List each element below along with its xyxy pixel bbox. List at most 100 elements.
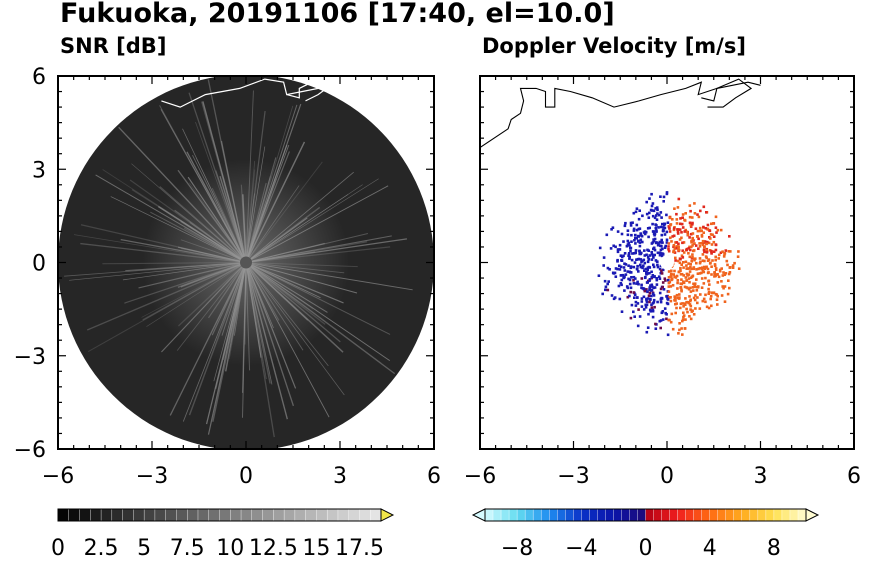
doppler-echo-cell xyxy=(669,236,672,240)
doppler-echo-cell xyxy=(646,326,650,329)
doppler-echo-cell xyxy=(633,296,636,299)
doppler-echo-cell xyxy=(667,249,671,253)
doppler-echo-cell xyxy=(677,197,681,201)
doppler-echo-cell xyxy=(661,252,665,255)
doppler-panel-title: Doppler Velocity [m/s] xyxy=(482,34,746,58)
doppler-echo-cell xyxy=(642,258,646,262)
doppler-echo-cell xyxy=(710,304,713,308)
doppler-echo-cell xyxy=(614,267,618,270)
doppler-echo-cell xyxy=(667,290,671,293)
doppler-echo-cell xyxy=(668,280,672,284)
colorbar-cell xyxy=(741,508,751,522)
doppler-echo-cell xyxy=(691,236,694,240)
doppler-echo-cell xyxy=(696,213,699,216)
doppler-echo-cell xyxy=(668,216,672,220)
doppler-echo-cell xyxy=(652,298,656,302)
doppler-echo-cell xyxy=(675,241,679,244)
doppler-echo-cell xyxy=(669,299,673,303)
doppler-echo-cell xyxy=(648,197,651,200)
doppler-echo-cell xyxy=(629,290,632,294)
doppler-echo-cell xyxy=(707,279,710,283)
doppler-echo-cell xyxy=(680,254,684,257)
doppler-echo-cell xyxy=(659,195,662,198)
doppler-echo-cell xyxy=(606,282,609,286)
doppler-echo-cell xyxy=(696,272,700,275)
doppler-echo-cell xyxy=(718,269,722,273)
doppler-echo-cell xyxy=(696,229,700,233)
doppler-echo-cell xyxy=(669,274,673,278)
doppler-echo-cell xyxy=(659,326,662,330)
doppler-echo-cell xyxy=(659,252,662,256)
doppler-echo-cell xyxy=(629,246,632,250)
doppler-echo-cell xyxy=(690,245,693,249)
doppler-echo-cell xyxy=(689,298,692,302)
doppler-echo-cell xyxy=(643,289,647,293)
doppler-echo-cell xyxy=(654,226,658,230)
doppler-echo-cell xyxy=(667,318,670,322)
doppler-echo-cell xyxy=(601,292,604,296)
colorbar-cell xyxy=(492,508,502,522)
x-tick-label: −6 xyxy=(464,464,496,489)
doppler-echo-cell xyxy=(705,211,708,214)
doppler-echo-cell xyxy=(665,192,669,196)
doppler-echo-cell xyxy=(689,290,693,293)
doppler-echo-cell xyxy=(645,200,648,204)
doppler-echo-cell xyxy=(702,270,706,274)
colorbar-cell xyxy=(540,508,550,522)
doppler-echo-cell xyxy=(679,302,683,306)
x-tick-label: 6 xyxy=(427,464,441,489)
doppler-echo-cell xyxy=(714,243,718,246)
doppler-echo-cell xyxy=(635,282,638,285)
doppler-echo-cell xyxy=(638,241,642,244)
doppler-echo-cell xyxy=(693,212,697,215)
doppler-echo-cell xyxy=(675,218,679,221)
doppler-echo-cell xyxy=(655,277,658,280)
doppler-echo-cell xyxy=(639,238,643,242)
doppler-echo-cell xyxy=(623,289,626,292)
doppler-echo-cell xyxy=(662,226,665,229)
doppler-echo-cell xyxy=(650,288,654,292)
doppler-echo-cell xyxy=(666,298,670,301)
doppler-echo-cell xyxy=(631,252,634,255)
colorbar-cell xyxy=(701,508,711,522)
doppler-echo-cell xyxy=(629,271,633,274)
doppler-echo-cell xyxy=(709,233,713,236)
doppler-echo-cell xyxy=(669,320,673,324)
doppler-echo-cell xyxy=(675,274,679,278)
doppler-echo-cell xyxy=(704,227,708,230)
doppler-echo-cell xyxy=(635,228,639,232)
doppler-echo-cell xyxy=(658,267,662,271)
doppler-echo-cell xyxy=(642,308,646,311)
doppler-echo-cell xyxy=(648,279,651,282)
doppler-echo-cell xyxy=(636,324,640,328)
doppler-echo-cell xyxy=(678,322,681,325)
x-tick-label: 6 xyxy=(847,464,861,489)
colorbar-cell xyxy=(143,508,156,522)
doppler-echo-cell xyxy=(642,295,646,299)
doppler-echo-cell xyxy=(680,263,683,266)
doppler-echo-cell xyxy=(618,264,621,268)
doppler-echo-cell xyxy=(689,263,692,266)
doppler-echo-cell xyxy=(703,259,706,263)
doppler-echo-cell xyxy=(665,295,668,298)
doppler-echo-cell xyxy=(706,228,709,231)
doppler-echo-cell xyxy=(696,235,699,238)
doppler-echo-cell xyxy=(694,244,698,247)
doppler-echo-cell xyxy=(643,261,647,265)
doppler-echo-cell xyxy=(650,192,653,196)
doppler-echo-cell xyxy=(712,222,715,225)
doppler-echo-cell xyxy=(707,306,711,310)
doppler-echo-cell xyxy=(632,282,636,285)
doppler-echo-cell xyxy=(666,302,670,306)
doppler-echo-cell xyxy=(674,302,677,306)
colorbar-label: −4 xyxy=(565,536,597,561)
doppler-echo-cell xyxy=(726,292,730,296)
y-tick-label: 3 xyxy=(32,158,46,183)
colorbar-label: 17.5 xyxy=(335,536,384,561)
doppler-echo-cell xyxy=(688,215,692,219)
colorbar-cell xyxy=(500,508,510,522)
doppler-echo-cell xyxy=(618,268,622,271)
doppler-echo-cell xyxy=(662,195,666,199)
doppler-echo-cell xyxy=(667,285,671,288)
doppler-echo-cell xyxy=(638,244,642,248)
